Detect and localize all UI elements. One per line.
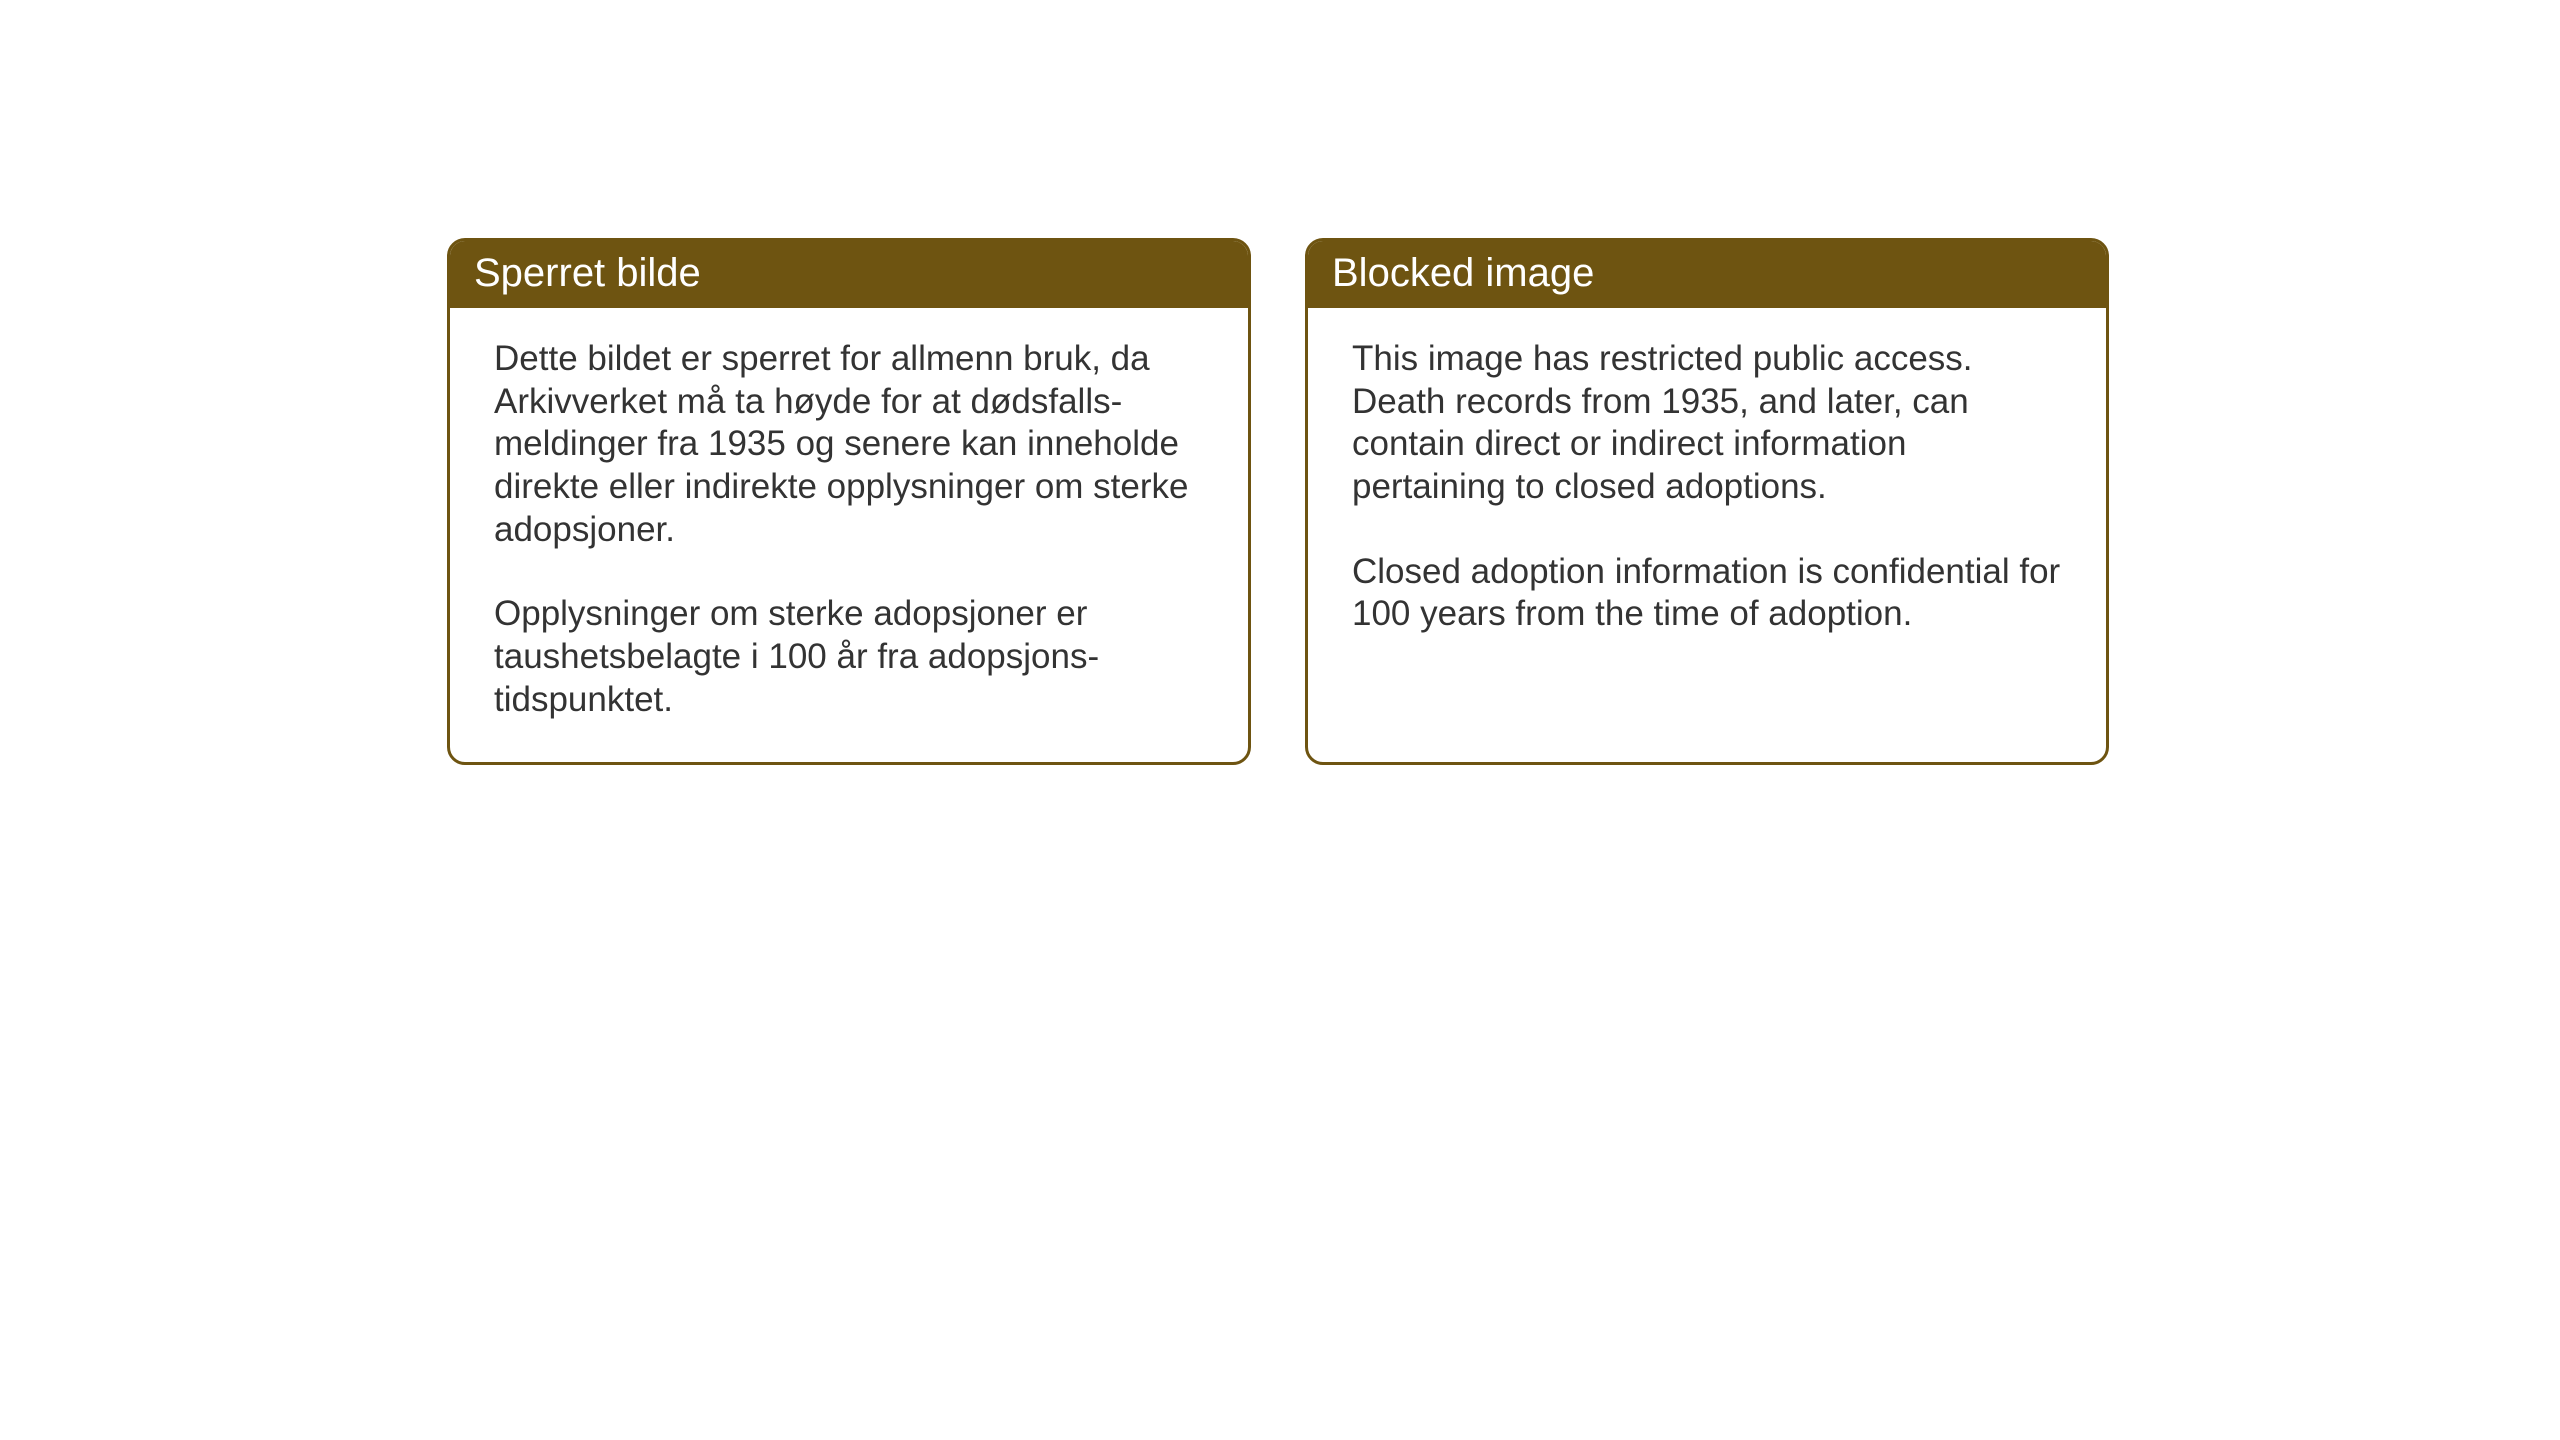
card-header-english: Blocked image	[1308, 241, 2106, 308]
card-para1-english: This image has restricted public access.…	[1352, 338, 2062, 509]
card-para1-norwegian: Dette bildet er sperret for allmenn bruk…	[494, 338, 1204, 551]
notice-card-english: Blocked image This image has restricted …	[1305, 238, 2109, 765]
card-body-norwegian: Dette bildet er sperret for allmenn bruk…	[450, 308, 1248, 762]
card-title-norwegian: Sperret bilde	[474, 251, 701, 295]
notice-container: Sperret bilde Dette bildet er sperret fo…	[447, 238, 2109, 765]
card-title-english: Blocked image	[1332, 251, 1594, 295]
card-header-norwegian: Sperret bilde	[450, 241, 1248, 308]
card-body-english: This image has restricted public access.…	[1308, 308, 2106, 676]
notice-card-norwegian: Sperret bilde Dette bildet er sperret fo…	[447, 238, 1251, 765]
card-para2-english: Closed adoption information is confident…	[1352, 551, 2062, 636]
card-para2-norwegian: Opplysninger om sterke adopsjoner er tau…	[494, 593, 1204, 721]
